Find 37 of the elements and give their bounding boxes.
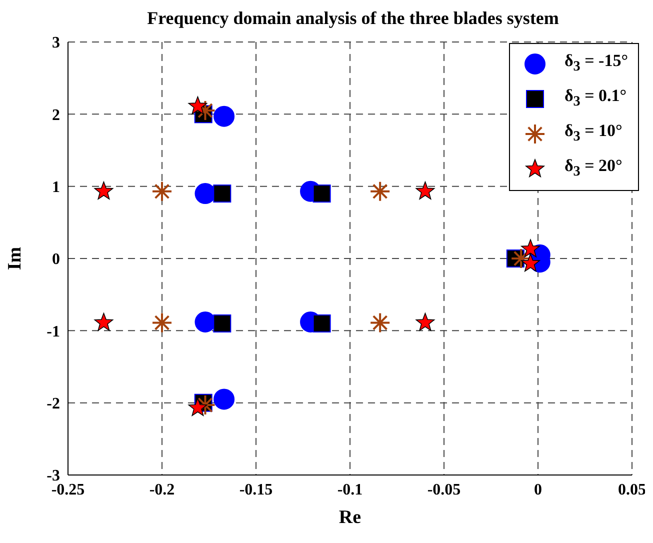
point: [370, 312, 391, 334]
point: [94, 181, 114, 200]
x-tick-label: -0.15: [239, 481, 273, 498]
y-tick-label: 1: [52, 179, 60, 196]
point: [521, 254, 540, 272]
x-tick-label: -0.1: [337, 481, 363, 498]
point: [152, 312, 172, 334]
legend-label: δ$_{3}$ = 0.1°: [564, 86, 627, 111]
x-tick-label: -0.2: [149, 481, 175, 498]
point: [188, 96, 208, 114]
point: [521, 239, 540, 258]
x-tick-label: -0.05: [427, 481, 461, 498]
point: [312, 184, 331, 203]
point: [194, 100, 216, 122]
point: [213, 314, 232, 332]
y-tick-label: -1: [46, 323, 60, 340]
y-tick-label: 2: [52, 106, 60, 124]
point: [312, 314, 331, 332]
x-tick-label: 0: [534, 481, 542, 498]
legend-label: δ$_{3}$ = -15°: [564, 51, 628, 76]
y-tick-label: 0: [52, 251, 60, 268]
legend-label: δ$_{3}$ = 10°: [564, 121, 622, 146]
point: [416, 312, 435, 331]
point: [370, 180, 391, 202]
chart-title: Frequency domain analysis of the three blades system: [146, 8, 560, 29]
point: [188, 398, 208, 416]
legend-label: δ$_{3}$ = 20°: [564, 156, 622, 181]
point: [152, 180, 172, 202]
y-axis-title: Im: [4, 246, 26, 270]
point: [94, 312, 114, 331]
point: [214, 388, 235, 410]
y-tick-label: 3: [52, 34, 60, 52]
y-tick-label: -2: [46, 396, 60, 413]
point: [214, 106, 235, 127]
point: [213, 184, 232, 203]
x-axis-title: Re: [338, 507, 362, 528]
point: [416, 181, 435, 200]
